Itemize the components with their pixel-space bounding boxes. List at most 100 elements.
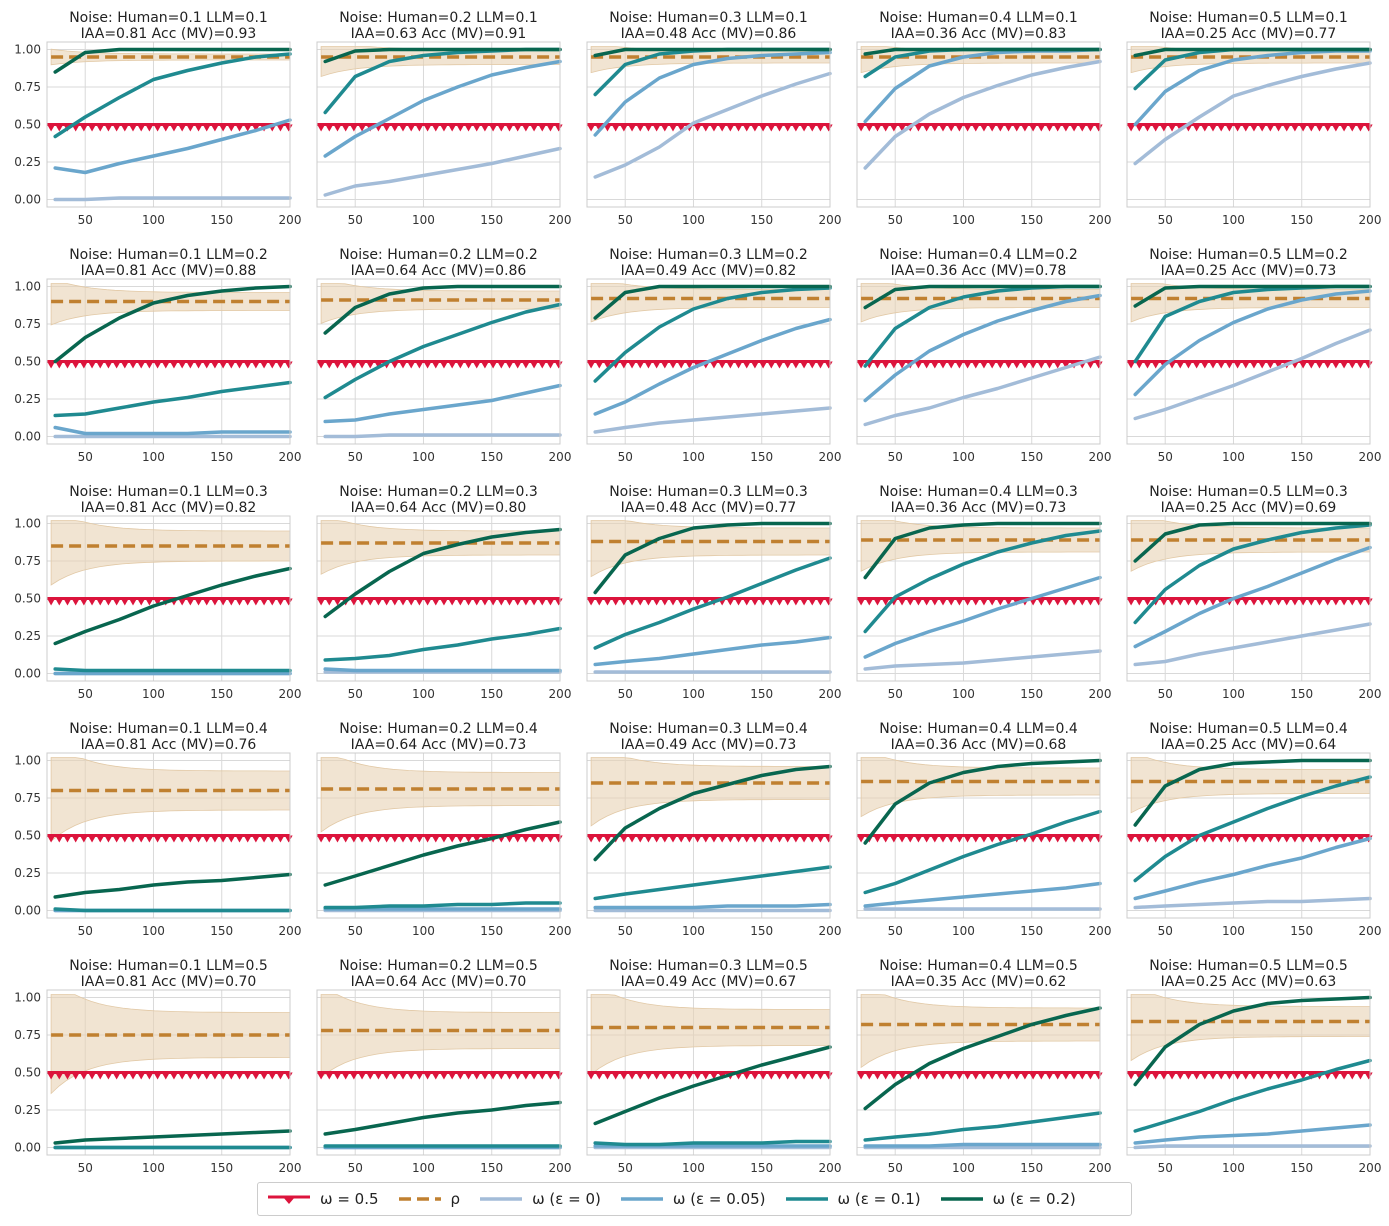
omega-half-marker: [1340, 361, 1349, 369]
x-tick-label: 200: [549, 1161, 572, 1175]
x-tick-label: 50: [348, 687, 363, 701]
omega-half-marker: [521, 1072, 530, 1080]
subplot-title-line1: Noise: Human=0.3 LLM=0.2: [609, 247, 808, 263]
legend-item-rho: ρ: [397, 1190, 460, 1208]
omega-half-marker: [628, 124, 637, 132]
omega-half-marker: [530, 598, 539, 606]
subplot-title-line2: IAA=0.81 Acc (MV)=0.88: [81, 263, 257, 279]
omega-half-marker: [963, 598, 972, 606]
omega-half-marker: [652, 835, 661, 843]
x-tick-label: 150: [750, 924, 773, 938]
y-tick-label: 0.75: [14, 317, 41, 331]
legend-item-eps0: ω (ε = 0): [478, 1190, 601, 1208]
omega-half-marker: [1168, 598, 1177, 606]
omega-half-marker: [783, 361, 792, 369]
omega-half-marker: [1323, 598, 1332, 606]
omega-half-marker: [1070, 835, 1079, 843]
x-tick-label: 100: [1222, 924, 1245, 938]
omega-half-marker: [881, 598, 890, 606]
omega-half-marker: [341, 1072, 350, 1080]
omega-half-marker: [857, 598, 866, 606]
subplot-title-line2: IAA=0.49 Acc (MV)=0.73: [621, 737, 797, 753]
omega-half-marker: [906, 835, 915, 843]
omega-half-marker: [947, 835, 956, 843]
omega-half-marker: [988, 835, 997, 843]
omega-half-marker: [1029, 361, 1038, 369]
omega-half-marker: [881, 361, 890, 369]
omega-half-marker: [374, 598, 383, 606]
omega-half-marker: [800, 361, 809, 369]
omega-half-marker: [742, 124, 751, 132]
omega-half-marker: [1348, 835, 1357, 843]
x-tick-label: 50: [1158, 1161, 1173, 1175]
subplot-title-line2: IAA=0.36 Acc (MV)=0.83: [891, 26, 1067, 42]
omega-half-marker: [137, 361, 146, 369]
omega-half-marker: [497, 361, 506, 369]
omega-half-marker: [366, 361, 375, 369]
omega-half-marker: [1053, 598, 1062, 606]
x-tick-label: 150: [210, 924, 233, 938]
omega-half-marker: [423, 361, 432, 369]
omega-half-marker: [210, 598, 219, 606]
x-tick-label: 100: [952, 924, 975, 938]
omega-half-marker: [374, 835, 383, 843]
omega-half-marker: [1356, 361, 1365, 369]
subplot-title-line1: Noise: Human=0.3 LLM=0.1: [609, 10, 808, 26]
omega-half-marker: [889, 835, 898, 843]
series-eps005: [863, 1142, 1102, 1148]
x-tick-label: 50: [618, 213, 633, 227]
omega-half-marker: [260, 598, 269, 606]
series-eps02: [53, 1129, 292, 1145]
y-tick-label: 1.00: [14, 43, 41, 57]
omega-half-marker: [800, 124, 809, 132]
omega-half-marker: [390, 1072, 399, 1080]
series-eps02: [863, 47, 1102, 56]
omega-half-marker: [317, 361, 326, 369]
omega-half-marker: [79, 835, 88, 843]
omega-half-marker: [186, 598, 195, 606]
omega-half-marker: [1012, 1072, 1021, 1080]
omega-half-marker: [1200, 361, 1209, 369]
omega-half-marker: [186, 1072, 195, 1080]
x-tick-label: 200: [1359, 924, 1382, 938]
omega-half-marker: [284, 124, 293, 132]
omega-half-marker: [513, 598, 522, 606]
plot-frame: [1126, 41, 1371, 208]
omega-half-marker: [210, 1072, 219, 1080]
x-tick-label: 50: [348, 1161, 363, 1175]
omega-half-marker: [595, 835, 604, 843]
omega-half-marker: [1135, 598, 1144, 606]
series-eps0: [1133, 328, 1372, 421]
series-eps005: [863, 881, 1102, 908]
omega-half-marker: [1249, 598, 1258, 606]
omega-half-marker: [979, 361, 988, 369]
omega-half-marker: [1282, 124, 1291, 132]
omega-half-marker: [1061, 1072, 1070, 1080]
omega-half-marker: [718, 361, 727, 369]
series-eps02: [53, 284, 292, 364]
omega-half-marker: [1200, 835, 1209, 843]
omega-half-marker: [701, 124, 710, 132]
omega-half-marker: [636, 598, 645, 606]
x-tick-label: 200: [819, 924, 842, 938]
plot-frame: [586, 41, 831, 208]
omega-half-marker: [399, 361, 408, 369]
plot-frame: [46, 41, 291, 208]
series-eps005: [863, 575, 1102, 659]
series-eps005: [323, 667, 562, 673]
series-eps01: [593, 286, 832, 383]
omega-half-marker: [1233, 361, 1242, 369]
plot-frame: [1126, 278, 1371, 445]
omega-half-marker: [456, 124, 465, 132]
series-eps0: [1133, 622, 1372, 667]
subplot-title-line1: Noise: Human=0.2 LLM=0.3: [339, 484, 538, 500]
omega-half-marker: [1331, 835, 1340, 843]
omega-half-marker: [652, 598, 661, 606]
y-tick-label: 0.50: [14, 829, 41, 843]
omega-half-marker: [129, 835, 138, 843]
plot-frame: [46, 515, 291, 682]
series-eps02: [323, 820, 562, 887]
x-tick-label: 50: [1158, 687, 1173, 701]
